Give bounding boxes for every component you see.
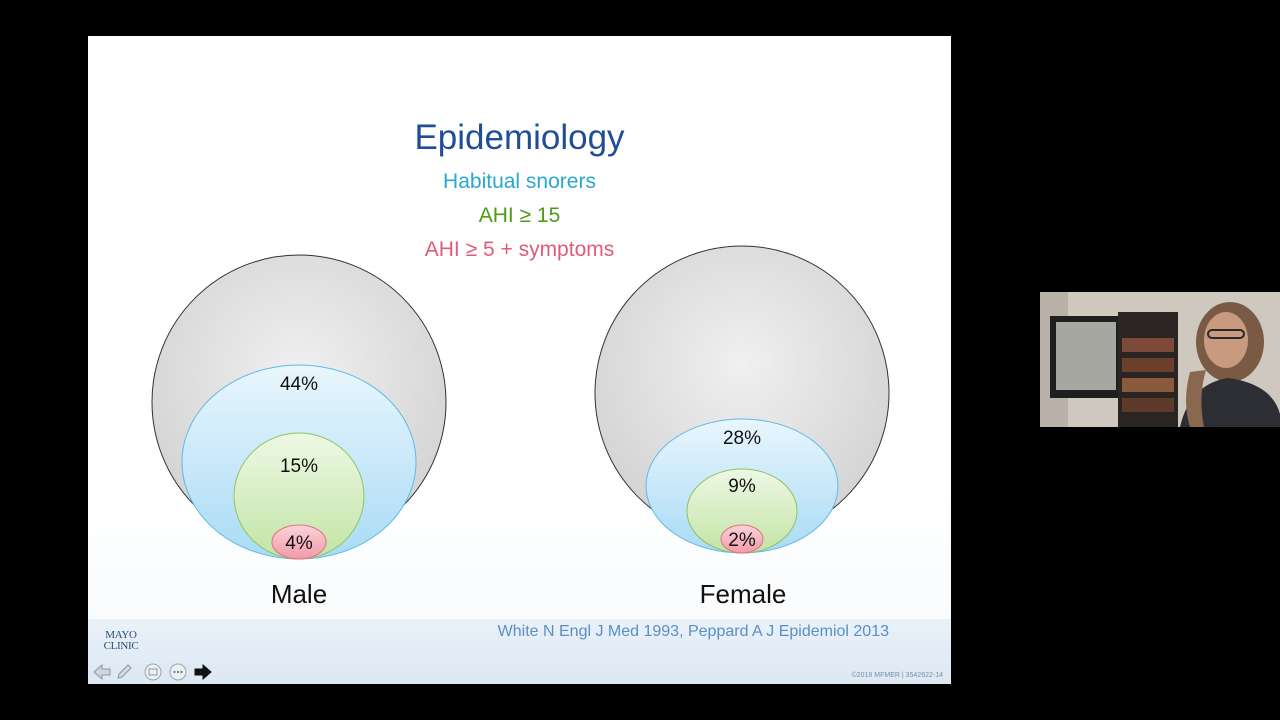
copyright: ©2018 MFMER | 3542622-14 [851,672,943,679]
presentation-slide: Epidemiology Habitual snorers AHI ≥ 15 A… [88,36,951,684]
male-diagram: 44% 15% 4% [151,254,447,560]
pen-tool-button[interactable] [114,662,134,682]
male-symptoms-value: 4% [285,533,313,554]
arrow-left-icon [93,664,111,680]
legend-ahi-15: AHI ≥ 15 [478,204,561,227]
male-label: Male [270,579,328,609]
slides-icon [144,663,162,681]
legend-ahi-5-symptoms: AHI ≥ 5 + symptoms [424,238,615,261]
slide-footer [88,619,951,684]
presenter-webcam-video [1040,292,1280,427]
female-ahi15-value: 9% [728,476,756,497]
webcam-scene [1040,292,1280,427]
mayo-clinic-logo: MAYO CLINIC [99,630,143,652]
more-options-button[interactable] [168,662,188,682]
logo-line-2: CLINIC [103,640,139,652]
more-icon [169,663,187,681]
male-snorers-value: 44% [280,374,318,395]
female-diagram: 28% 9% 2% [594,245,890,554]
female-symptoms-value: 2% [728,530,756,551]
pen-icon [117,664,132,679]
female-label: Female [699,579,787,609]
female-symptoms-ellipse [720,524,764,554]
arrow-right-icon [194,664,212,680]
male-symptoms-ellipse [271,524,327,560]
legend-habitual-snorers: Habitual snorers [443,170,596,193]
next-slide-button[interactable] [193,662,213,682]
male-ahi15-value: 15% [280,456,318,477]
citation: White N Engl J Med 1993, Peppard A J Epi… [497,623,889,640]
previous-slide-button[interactable] [92,662,112,682]
slides-overview-button[interactable] [143,662,163,682]
female-snorers-value: 28% [723,428,761,449]
slide-title: Epidemiology [414,118,625,157]
nested-circles-diagram: 44% 15% 4% 28% 9% 2% [151,245,890,560]
logo-line-1: MAYO [105,629,137,641]
